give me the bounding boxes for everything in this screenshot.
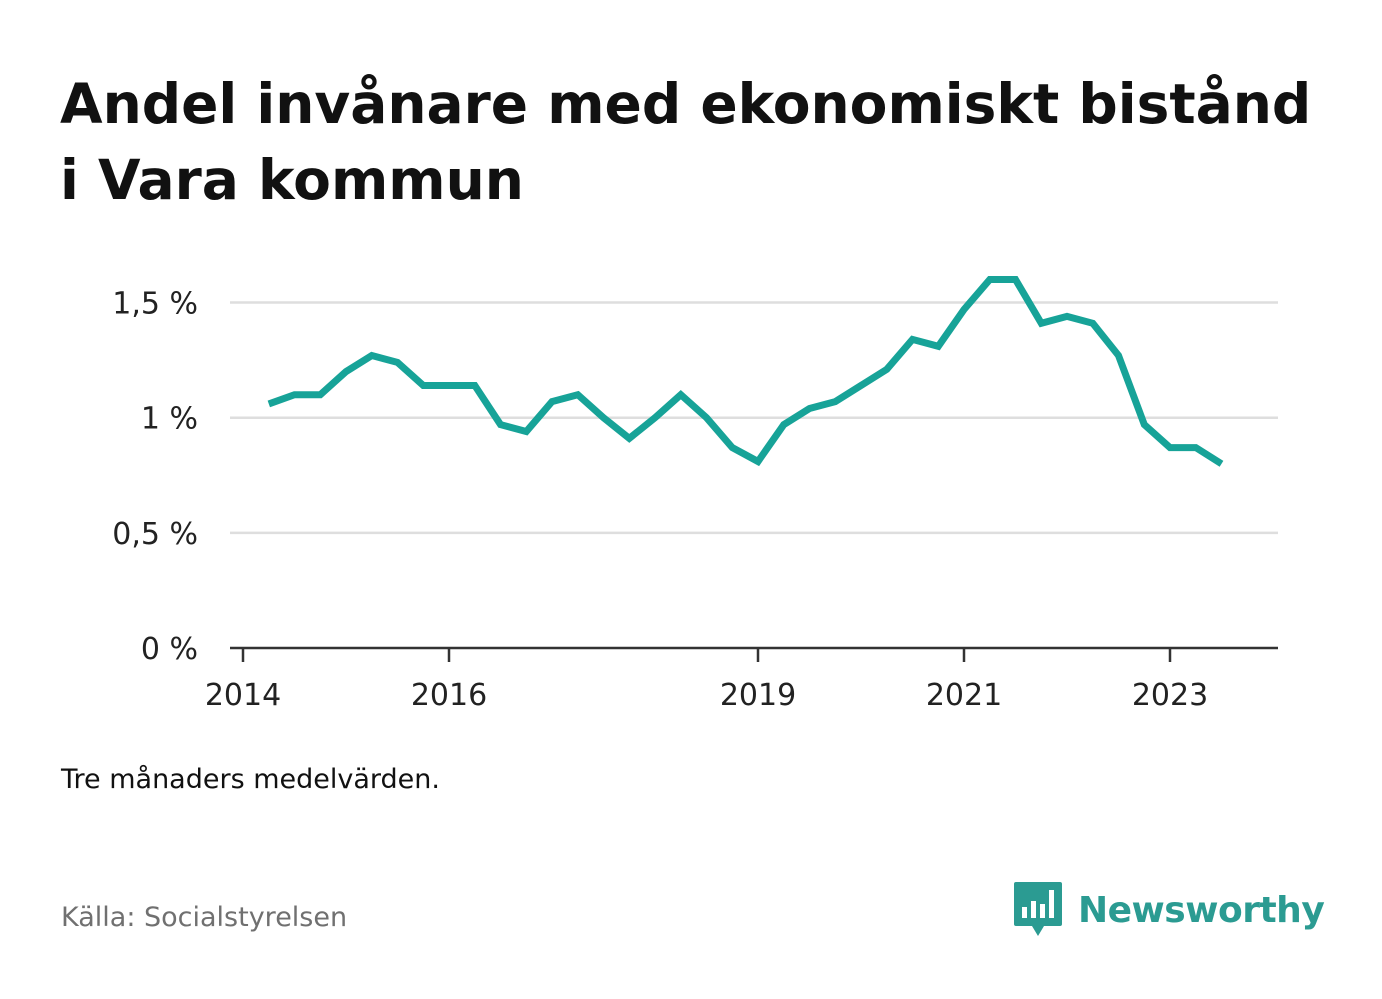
source-credit: Källa: Socialstyrelsen <box>61 902 348 933</box>
brand-logo: Newsworthy <box>1012 880 1325 940</box>
x-axis: 2014 2016 2019 2021 2023 <box>205 646 1278 713</box>
gridlines <box>230 301 1278 535</box>
y-axis-labels: 0 % 0,5 % 1 % 1,5 % <box>112 287 198 667</box>
y-tick-label: 1 % <box>141 402 198 437</box>
series-line <box>267 276 1224 467</box>
chart-title: Andel invånare med ekonomiskt bistånd i … <box>60 72 1312 212</box>
y-tick-label: 0,5 % <box>112 517 198 552</box>
x-tick-label: 2021 <box>926 678 1002 713</box>
data-series <box>267 276 1224 467</box>
x-tick-label: 2023 <box>1132 678 1208 713</box>
x-tick-label: 2019 <box>720 678 796 713</box>
y-tick-label: 1,5 % <box>112 287 198 322</box>
newsworthy-logo-icon <box>1014 882 1062 936</box>
x-tick-label: 2014 <box>205 678 281 713</box>
chart-note: Tre månaders medelvärden. <box>61 764 440 795</box>
x-tick-label: 2016 <box>411 678 487 713</box>
y-tick-label: 0 % <box>141 632 198 667</box>
brand-name: Newsworthy <box>1078 889 1325 931</box>
